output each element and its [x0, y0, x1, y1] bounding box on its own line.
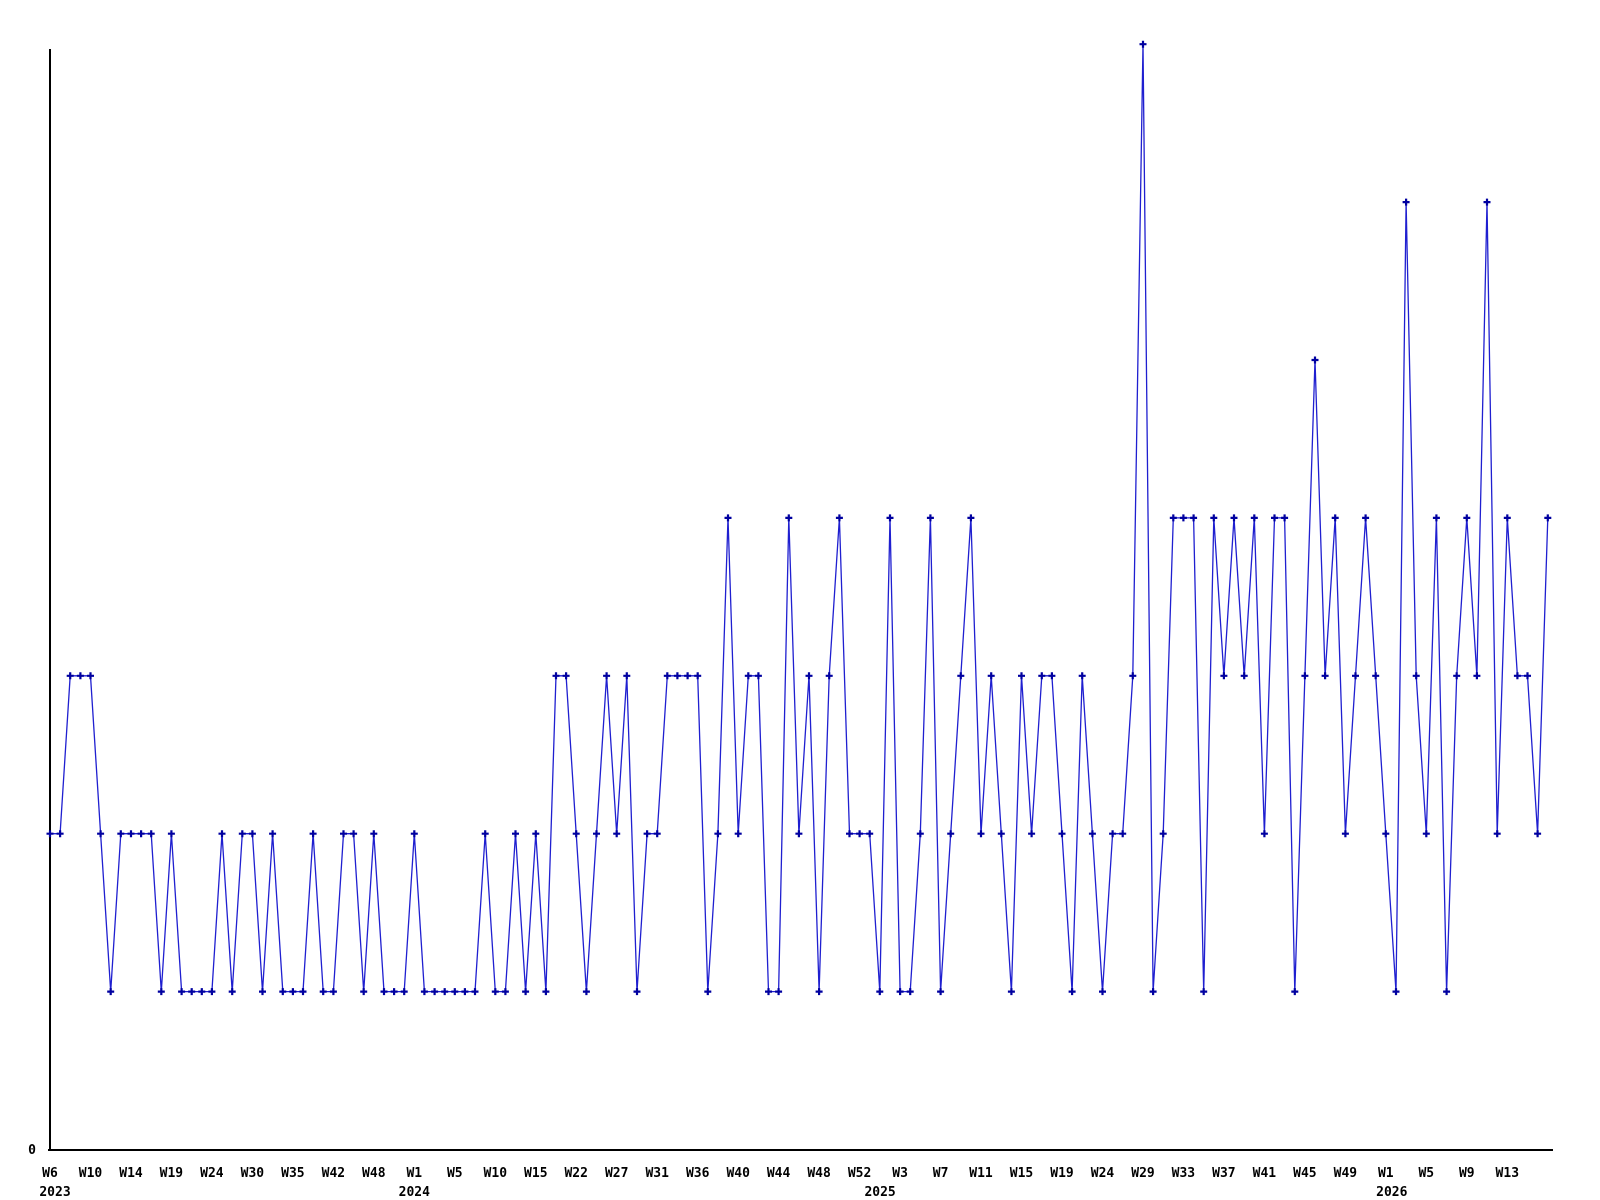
x-tick-label: W36 — [686, 1166, 710, 1181]
x-tick-label: W24 — [1091, 1166, 1115, 1181]
x-tick-label: W37 — [1212, 1166, 1235, 1181]
x-tick-label: W31 — [645, 1166, 669, 1181]
x-tick-label: W29 — [1131, 1166, 1154, 1181]
x-tick-label: W14 — [119, 1166, 143, 1181]
x-axis-tick-labels: W6 W10 W14 W19 W24 W30 W35 W42 W48 W1 W5 W10 W15 W22 W… — [42, 1166, 1519, 1181]
x-tick-label: W27 — [605, 1166, 628, 1181]
x-tick-label: W45 — [1293, 1166, 1316, 1181]
x-tick-label: W44 — [767, 1166, 791, 1181]
x-tick-label: W7 — [933, 1166, 949, 1181]
x-tick-label: W22 — [564, 1166, 587, 1181]
x-tick-label: W10 — [484, 1166, 508, 1181]
x-tick-label: W1 — [1378, 1166, 1394, 1181]
x-axis-year-labels: 2023 2024 2025 2026 — [39, 1185, 1407, 1200]
x-tick-label: W3 — [892, 1166, 908, 1181]
x-tick-label: W10 — [79, 1166, 103, 1181]
axes — [48, 49, 1553, 1151]
x-tick-label: W5 — [1418, 1166, 1434, 1181]
x-tick-label: W15 — [1010, 1166, 1033, 1181]
x-tick-label: W5 — [447, 1166, 463, 1181]
year-label: 2024 — [399, 1185, 430, 1200]
x-tick-label: W19 — [1050, 1166, 1073, 1181]
x-tick-label: W49 — [1334, 1166, 1357, 1181]
x-tick-label: W30 — [241, 1166, 265, 1181]
year-label: 2023 — [39, 1185, 70, 1200]
x-tick-label: W41 — [1253, 1166, 1277, 1181]
x-tick-label: W1 — [406, 1166, 422, 1181]
data-point-markers — [46, 40, 1552, 996]
x-tick-label: W19 — [160, 1166, 183, 1181]
x-tick-label: W48 — [362, 1166, 386, 1181]
x-tick-label: W15 — [524, 1166, 547, 1181]
x-tick-label: W42 — [322, 1166, 345, 1181]
x-tick-label: W35 — [281, 1166, 304, 1181]
y-axis-zero-label: 0 — [28, 1143, 36, 1158]
year-label: 2026 — [1376, 1185, 1407, 1200]
x-tick-label: W52 — [848, 1166, 871, 1181]
year-label: 2025 — [864, 1185, 895, 1200]
x-tick-label: W48 — [807, 1166, 831, 1181]
x-tick-label: W24 — [200, 1166, 224, 1181]
x-tick-label: W6 — [42, 1166, 58, 1181]
x-tick-label: W9 — [1459, 1166, 1475, 1181]
x-tick-label: W40 — [726, 1166, 750, 1181]
x-tick-label: W13 — [1496, 1166, 1519, 1181]
x-tick-label: W11 — [969, 1166, 993, 1181]
x-tick-label: W33 — [1172, 1166, 1195, 1181]
